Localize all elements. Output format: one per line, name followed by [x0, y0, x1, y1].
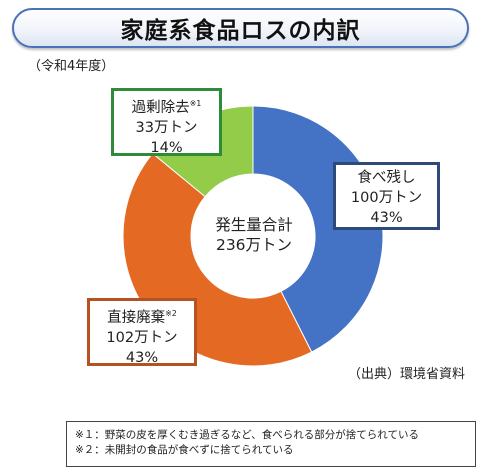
center-label-title: 発生量合計 [215, 216, 293, 234]
source-note: （出典）環境省資料 [348, 367, 466, 382]
slice-value-label: 102万トン [106, 329, 178, 346]
callout-direct-disposal: 直接廃棄※2 102万トン 43% [87, 298, 197, 366]
center-label-total: 236万トン [215, 236, 293, 254]
slice-name-label: 過剰除去 [131, 99, 190, 116]
slice-name-label: 食べ残し [357, 170, 416, 186]
callout-excess-removal: 過剰除去※1 33万トン 14% [111, 88, 222, 156]
footnote-2: ※２：未開封の食品が食べずに捨てられている [75, 444, 294, 456]
slice-percent-label: 43% [125, 349, 159, 366]
slice-name-label: 直接廃棄 [107, 309, 166, 326]
footnotes-box: ※１：野菜の皮を厚くむき過ぎるなど、食べられる部分が捨てられている ※２：未開封… [66, 421, 476, 467]
footnote-mark: ※1 [189, 99, 202, 108]
footnote-mark: ※2 [165, 309, 177, 318]
callout-leftovers: 食べ残し 100万トン 43% [333, 162, 440, 230]
center-label: 発生量合計 236万トン [189, 215, 319, 255]
footnote-1: ※１：野菜の皮を厚くむき過ぎるなど、食べられる部分が捨てられている [75, 429, 419, 441]
slice-percent-label: 43% [370, 210, 403, 226]
slice-percent-label: 14% [150, 139, 183, 156]
chart-title: 家庭系食品ロスの内訳 [120, 18, 361, 44]
title-banner: 家庭系食品ロスの内訳 [12, 8, 469, 48]
chart-subtitle: （令和4年度） [28, 59, 115, 74]
slice-value-label: 33万トン [135, 119, 198, 136]
slice-value-label: 100万トン [350, 190, 423, 206]
